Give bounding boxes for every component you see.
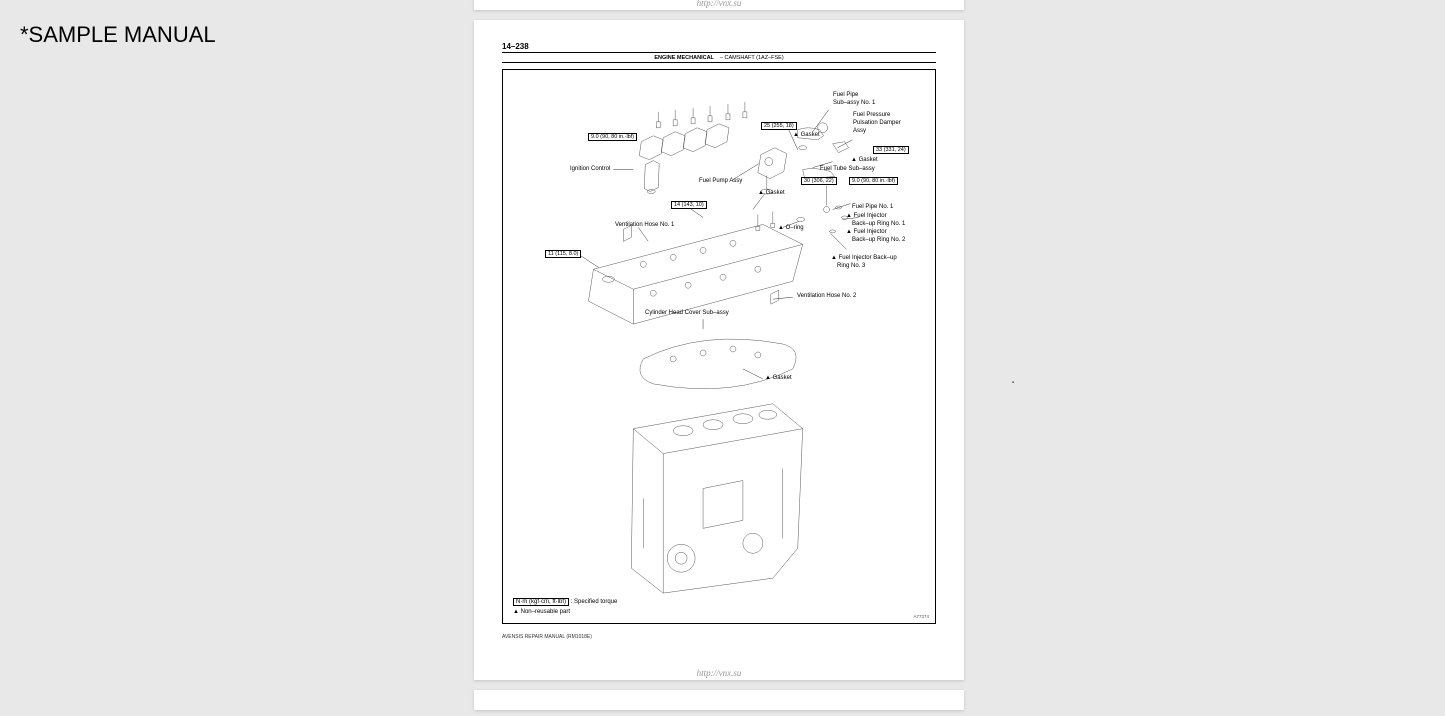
diagram-legend: N·m (kgf·cm, ft·lbf) : Specified torque … xyxy=(513,598,617,615)
legend-torque-box: N·m (kgf·cm, ft·lbf) xyxy=(513,598,569,606)
label-fuel-inj: ▲ Fuel Injector xyxy=(846,213,887,219)
label-backup2: Back–up Ring No. 2 xyxy=(852,237,905,243)
label-fuel-pipe1: Fuel Pipe No. 1 xyxy=(852,204,893,210)
label-gasket: ▲ Gasket xyxy=(758,190,785,196)
label-backup3b: Ring No. 3 xyxy=(837,263,865,269)
url-watermark: http://vnx.su xyxy=(697,668,742,678)
page-footer: AVENSIS REPAIR MANUAL (RM1018E) xyxy=(502,634,936,640)
label-backup1: Back–up Ring No. 1 xyxy=(852,221,905,227)
page-number: 14–238 xyxy=(502,42,936,51)
label-cyl-head: Cylinder Head Cover Sub–assy xyxy=(645,310,729,316)
next-page-sliver xyxy=(474,690,964,710)
label-gasket: ▲ Gasket xyxy=(851,157,878,163)
label-fuel-pipe-sub: Fuel Pipe xyxy=(833,92,858,98)
url-watermark: http://vnx.su xyxy=(697,0,742,8)
label-fuel-pipe-sub2: Sub–assy No. 1 xyxy=(833,100,875,106)
torque-spec-box: 25 (255, 18) xyxy=(761,122,797,130)
diagram-svg xyxy=(503,70,935,623)
decorative-dot: . xyxy=(1011,370,1015,386)
header-section: ENGINE MECHANICAL xyxy=(654,55,714,61)
label-fuel-pressure: Fuel Pressure xyxy=(853,112,890,118)
torque-spec-box: 9.0 (90, 80 in.·lbf) xyxy=(849,177,898,185)
label-vent1: Ventilation Hose No. 1 xyxy=(615,222,674,228)
label-pulsation: Pulsation Damper xyxy=(853,120,901,126)
label-assy: Assy xyxy=(853,128,866,134)
label-fuel-tube: Fuel Tube Sub–assy xyxy=(820,166,875,172)
legend-nonreuse: Non–reusable part xyxy=(521,609,570,615)
torque-spec-box: 9.0 (90, 80 in.·lbf) xyxy=(588,133,637,141)
label-gasket: ▲ Gasket xyxy=(793,132,820,138)
label-vent2: Ventilation Hose No. 2 xyxy=(797,293,856,299)
page-stack: AVENSIS REPAIR MANUAL (RM1018E) http://v… xyxy=(474,0,964,710)
torque-spec-box: 33 (331, 24) xyxy=(873,146,909,154)
torque-spec-box: 14 (143, 10) xyxy=(671,201,707,209)
label-gasket-lower: ▲ Gasket xyxy=(765,375,792,381)
manual-page: 14–238 ENGINE MECHANICAL – CAMSHAFT (1AZ… xyxy=(474,20,964,680)
label-fuel-inj2: ▲ Fuel Injector xyxy=(846,229,887,235)
torque-spec-box: 30 (306, 22) xyxy=(801,177,837,185)
torque-spec-box: 11 (115, 8.0) xyxy=(545,250,581,258)
sample-watermark: *SAMPLE MANUAL xyxy=(20,22,216,48)
label-fuel-pump: Fuel Pump Assy xyxy=(699,178,742,184)
diagram-code: A77374 xyxy=(913,614,929,619)
page-header: ENGINE MECHANICAL – CAMSHAFT (1AZ–FSE) xyxy=(502,52,936,63)
header-subsection: – CAMSHAFT (1AZ–FSE) xyxy=(720,55,784,61)
previous-page-sliver: AVENSIS REPAIR MANUAL (RM1018E) http://v… xyxy=(474,0,964,10)
legend-torque-text: : Specified torque xyxy=(571,599,618,605)
label-ignition: Ignition Control xyxy=(570,166,610,172)
label-backup3a: ▲ Fuel Injector Back–up xyxy=(831,255,897,261)
exploded-diagram: 9.0 (90, 80 in.·lbf) 25 (255, 18) 33 (33… xyxy=(502,69,936,624)
label-oring: ▲ O–ring xyxy=(778,225,804,231)
